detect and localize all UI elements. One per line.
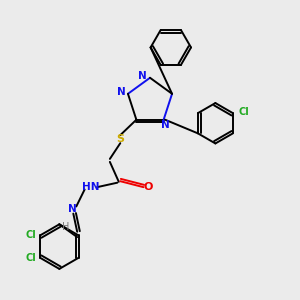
Text: Cl: Cl	[26, 253, 37, 263]
Text: O: O	[144, 182, 153, 192]
Text: Cl: Cl	[26, 230, 37, 241]
Text: N: N	[68, 204, 77, 214]
Text: N: N	[138, 71, 147, 81]
Text: H: H	[61, 222, 69, 232]
Text: S: S	[116, 134, 124, 144]
Text: N: N	[161, 120, 170, 130]
Text: HN: HN	[82, 182, 99, 192]
Text: Cl: Cl	[238, 107, 249, 117]
Text: N: N	[117, 87, 126, 97]
